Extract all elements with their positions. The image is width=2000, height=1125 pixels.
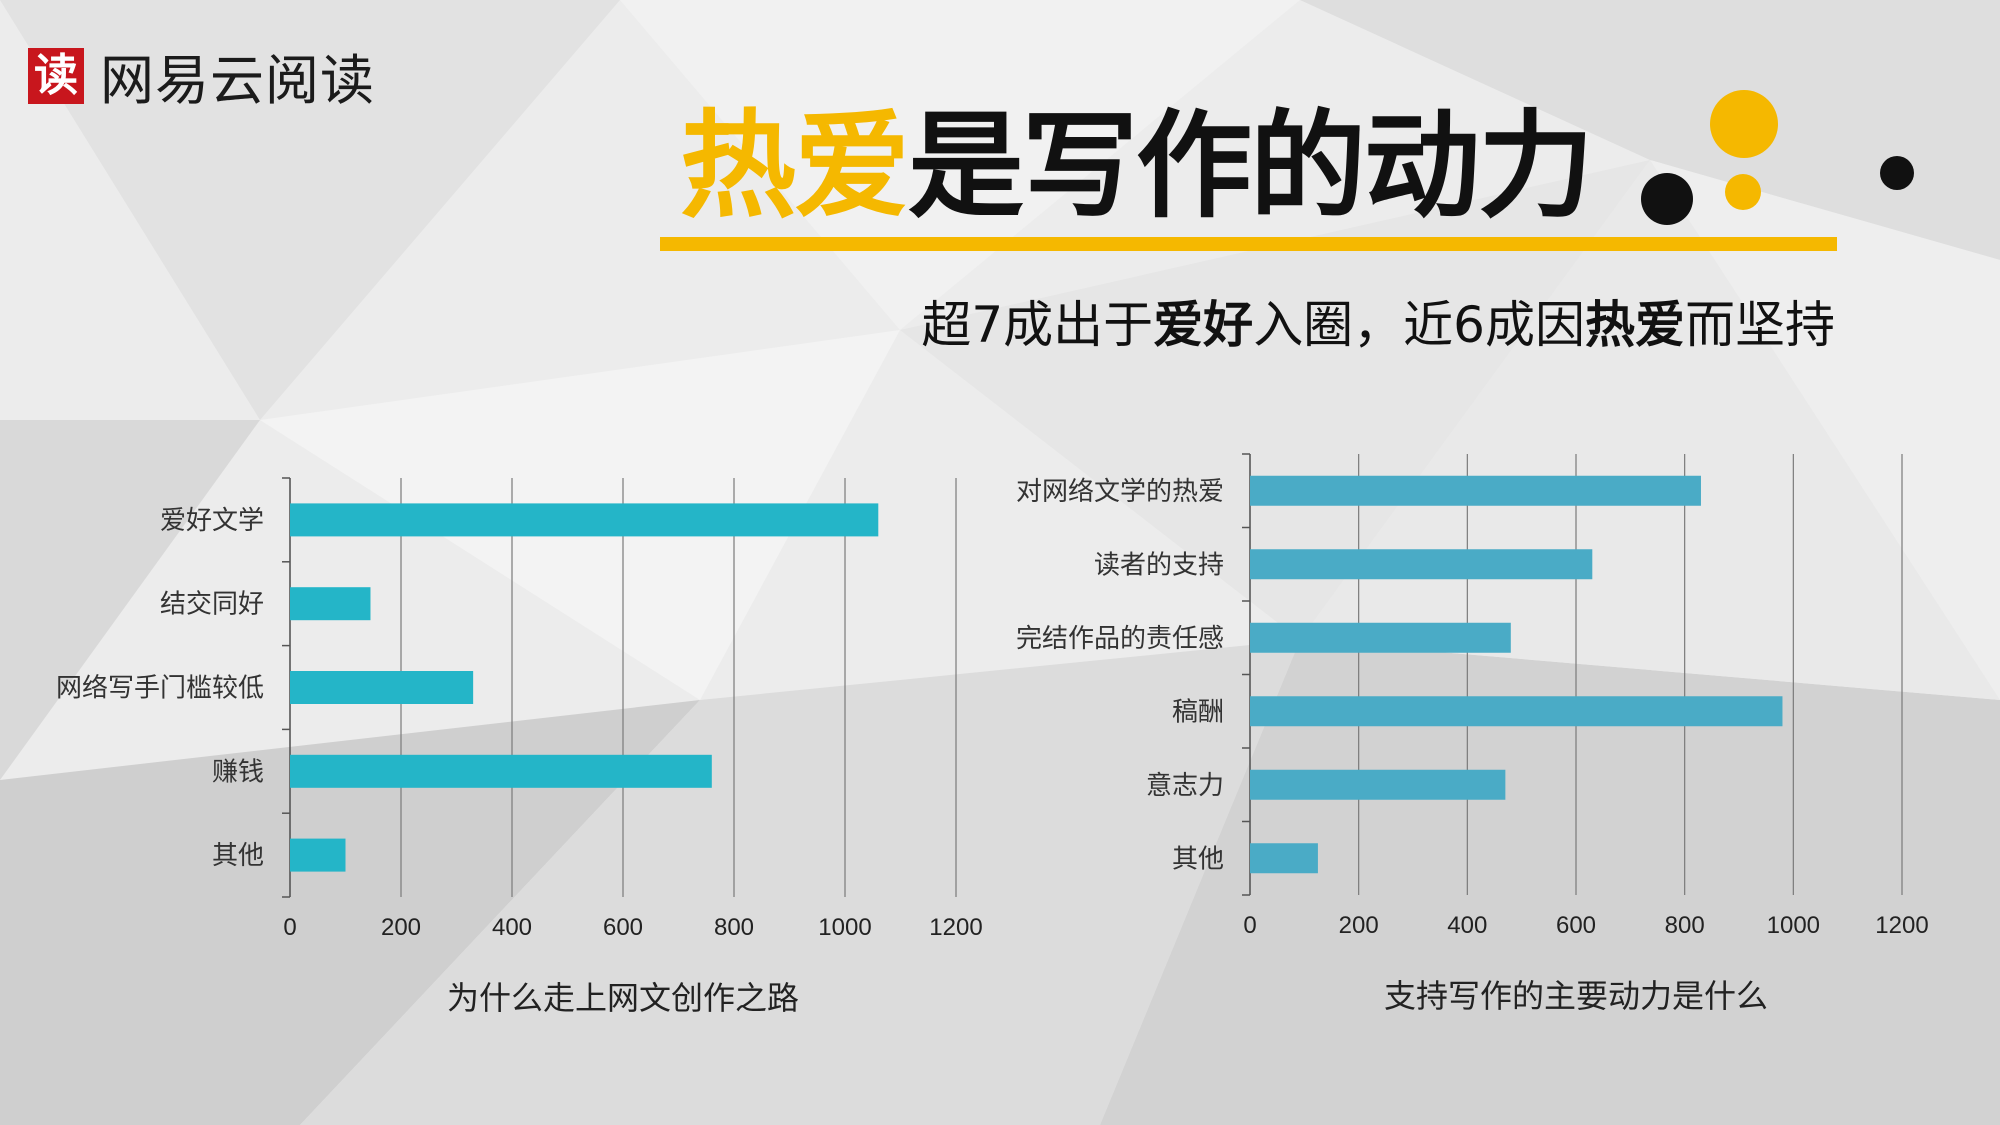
x-tick-label: 1000 (1767, 912, 1820, 939)
category-label: 其他 (1172, 844, 1224, 874)
title-rest: 是写作的动力 (908, 99, 1594, 234)
x-tick-label: 200 (381, 914, 421, 941)
subtitle-part: 超7成出于 (921, 296, 1154, 354)
category-label: 完结作品的责任感 (1016, 624, 1224, 654)
subtitle: 超7成出于爱好入圈，近6成因热爱而坚持 (921, 285, 1835, 357)
category-label: 赚钱 (212, 757, 264, 787)
bar (1250, 769, 1506, 800)
decor-dot-yellow-large (1710, 90, 1778, 158)
bar (290, 503, 879, 537)
x-tick-label: 1200 (1875, 912, 1928, 939)
decor-dot-dark-2 (1880, 156, 1914, 190)
x-tick-label: 600 (1556, 912, 1596, 939)
category-label: 对网络文学的热爱 (1016, 477, 1224, 507)
x-tick-label: 1200 (929, 914, 982, 941)
bar (290, 587, 371, 621)
bar (1250, 843, 1318, 874)
title-underline (660, 237, 1837, 251)
bar (290, 838, 346, 872)
chart-writing-drive: 0 200 400 600 800 1000 1200 对网络文学的热爱读者的支持完结作品的责… (1016, 453, 1929, 1015)
subtitle-part: 爱好 (1153, 296, 1254, 354)
logo-text: 网易云阅读 (100, 49, 375, 112)
category-label: 稿酬 (1172, 697, 1224, 727)
x-tick-label: 400 (492, 914, 532, 941)
x-tick-label: 200 (1339, 912, 1379, 939)
subtitle-part: 而坚持 (1685, 296, 1835, 354)
chart-title: 为什么走上网文创作之路 (447, 979, 799, 1017)
category-label: 读者的支持 (1094, 550, 1224, 580)
decor-dot-yellow-small (1725, 174, 1761, 210)
subtitle-part: 热爱 (1585, 296, 1685, 354)
chart-writing-motivation: 0 200 400 600 800 1000 1200 爱好文学结交同好网络写手门槛较低赚钱其… (56, 477, 983, 1017)
x-tick-label: 0 (1243, 912, 1256, 939)
category-label: 意志力 (1146, 771, 1224, 801)
category-label: 其他 (212, 841, 264, 871)
x-tick-label: 800 (1665, 912, 1705, 939)
logo: 读 网易云阅读 (28, 36, 375, 115)
title-highlight: 热爱 (680, 99, 910, 234)
bar (290, 671, 474, 704)
x-tick-label: 400 (1447, 912, 1487, 939)
bar (290, 754, 712, 788)
category-label: 结交同好 (160, 590, 264, 620)
chart-title: 支持写作的主要动力是什么 (1384, 977, 1768, 1015)
decor-dot-dark-1 (1641, 173, 1693, 225)
bar (1250, 622, 1511, 653)
page-title: 热爱是写作的动力 (680, 99, 1594, 234)
subtitle-part: 入圈，近6成因 (1253, 296, 1585, 354)
x-tick-label: 800 (714, 914, 754, 941)
logo-mark: 读 (28, 47, 84, 104)
x-tick-label: 0 (283, 914, 296, 941)
x-tick-label: 1000 (818, 914, 871, 941)
category-label: 网络写手门槛较低 (56, 674, 264, 704)
bar (1250, 549, 1593, 580)
category-label: 爱好文学 (160, 506, 264, 536)
x-tick-label: 600 (603, 914, 643, 941)
bar (1250, 696, 1783, 727)
bar (1250, 475, 1701, 506)
